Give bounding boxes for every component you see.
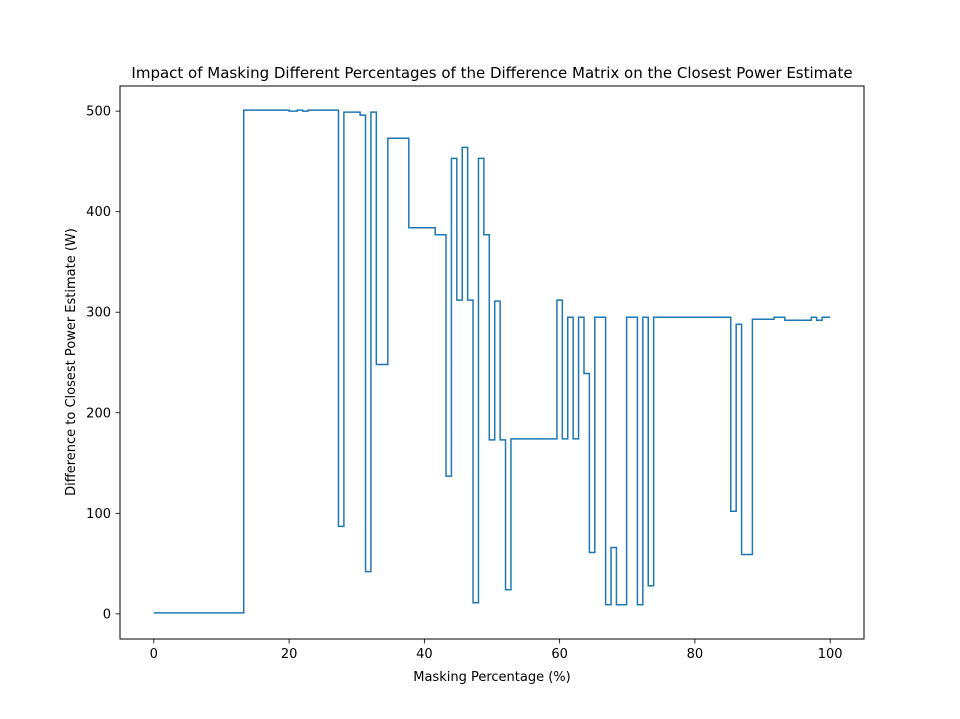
- x-tick-label: 100: [818, 647, 843, 662]
- x-tick-label: 0: [150, 647, 158, 662]
- x-tick-label: 80: [687, 647, 704, 662]
- chart-title: Impact of Masking Different Percentages …: [131, 64, 852, 82]
- y-tick-label: 400: [86, 205, 111, 220]
- series-layer: [153, 109, 831, 614]
- axes-frame: [119, 85, 865, 640]
- x-tick-label: 40: [416, 647, 433, 662]
- y-tick-label: 200: [86, 406, 111, 421]
- x-tick-label: 60: [551, 647, 568, 662]
- x-tick-label: 20: [281, 647, 298, 662]
- y-axis-label: Difference to Closest Power Estimate (W): [64, 228, 79, 496]
- y-tick-label: 500: [86, 105, 111, 120]
- y-tick-label: 0: [103, 607, 111, 622]
- x-axis-label: Masking Percentage (%): [413, 670, 570, 685]
- y-tick-label: 300: [86, 306, 111, 321]
- axes-layer: 0 20 40 60 80 100 0 100 200 300 400 500: [86, 85, 865, 662]
- series-line-0: [153, 109, 831, 614]
- y-tick-label: 100: [86, 507, 111, 522]
